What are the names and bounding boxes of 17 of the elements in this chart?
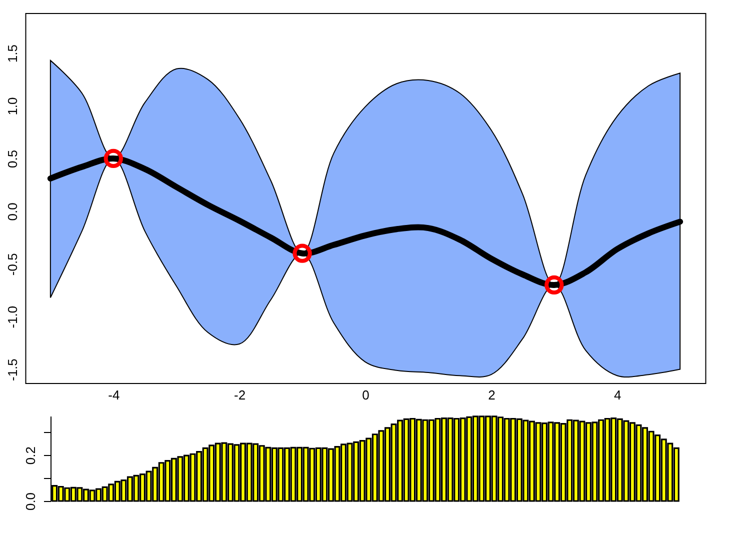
- x-tick-label: 4: [614, 388, 622, 402]
- y-tick-label: 1.0: [4, 97, 20, 116]
- y-tick-label: -0.5: [4, 253, 20, 276]
- y-tick-label: -1.5: [4, 358, 20, 381]
- x-tick-label: -4: [108, 388, 120, 402]
- x-tick-label: -2: [234, 388, 246, 402]
- y-tick-label: 0.0: [23, 492, 38, 511]
- x-tick-label: 2: [488, 388, 496, 402]
- y-tick-label: 0.2: [23, 446, 38, 465]
- x-tick-label: 0: [362, 388, 370, 402]
- y-tick-label: 1.5: [4, 44, 20, 63]
- y-tick-label: -1.0: [4, 306, 20, 328]
- y-tick-label: 0.0: [4, 202, 20, 221]
- point: [104, 148, 123, 168]
- point: [544, 275, 564, 295]
- point: [292, 244, 312, 263]
- y-tick-label: 0.5: [4, 150, 20, 168]
